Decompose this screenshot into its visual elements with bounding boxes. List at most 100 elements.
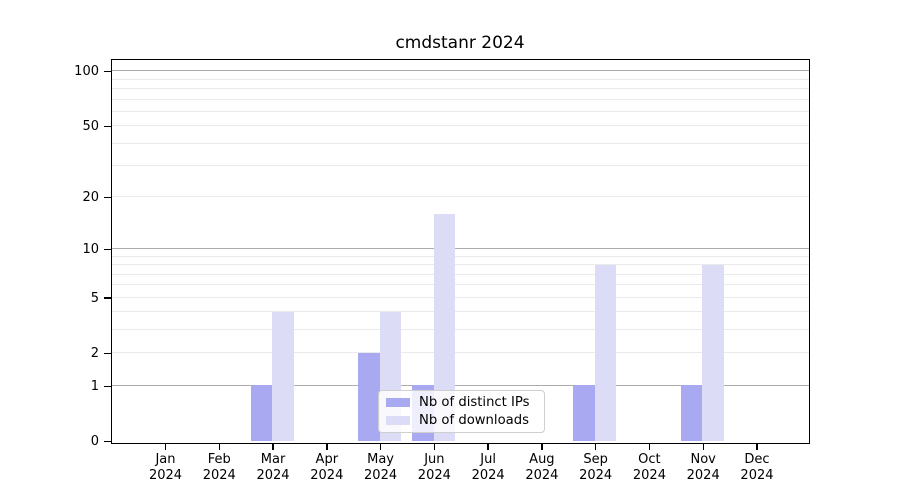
x-tick-month: Apr xyxy=(315,452,339,467)
x-axis-tick xyxy=(272,444,274,450)
x-tick-year: 2024 xyxy=(310,467,344,483)
gridline-minor xyxy=(112,352,809,354)
y-axis-tick-label: 20 xyxy=(82,190,99,206)
x-axis-tick-label: Oct 2024 xyxy=(619,452,679,483)
gridline-minor xyxy=(112,98,809,100)
y-axis-tick-label: 5 xyxy=(90,290,99,306)
x-axis-tick xyxy=(379,444,382,450)
plot-area: Nb of distinct IPs Nb of downloads xyxy=(111,59,810,444)
y-axis-tick xyxy=(104,196,111,199)
x-tick-month: Oct xyxy=(638,452,661,467)
x-tick-month: Jun xyxy=(424,452,445,467)
y-axis-tick-label: 2 xyxy=(90,346,99,362)
legend-swatch-distinct-ips xyxy=(386,397,410,408)
y-axis-tick xyxy=(104,352,111,355)
gridline-major xyxy=(112,384,809,386)
y-axis-tick-label: 1 xyxy=(90,378,99,394)
bar-downloads xyxy=(702,264,724,441)
x-axis-tick-label: Apr 2024 xyxy=(297,452,357,483)
x-tick-year: 2024 xyxy=(417,467,451,483)
bar-distinct-ips xyxy=(250,385,273,441)
gridline-minor xyxy=(112,296,809,298)
x-axis-tick xyxy=(218,444,220,450)
x-tick-year: 2024 xyxy=(471,467,505,483)
y-axis-tick xyxy=(104,248,111,251)
gridline-major xyxy=(112,248,809,250)
grid-layer xyxy=(112,60,809,443)
x-axis-tick-label: Jun 2024 xyxy=(404,452,464,483)
y-axis-tick-label: 10 xyxy=(82,241,99,257)
gridline-minor xyxy=(112,329,809,331)
x-axis-tick xyxy=(648,444,651,450)
x-tick-year: 2024 xyxy=(202,467,236,483)
y-axis-tick xyxy=(104,441,111,443)
legend-label-distinct-ips: Nb of distinct IPs xyxy=(419,395,530,410)
x-tick-month: Feb xyxy=(207,452,231,467)
bars-layer xyxy=(112,60,809,443)
bar-distinct-ips xyxy=(573,385,595,441)
x-axis-tick xyxy=(702,444,704,450)
gridline-minor xyxy=(112,273,809,275)
x-axis-tick xyxy=(164,444,167,450)
bar-distinct-ips xyxy=(358,352,380,441)
gridline-minor xyxy=(112,165,809,167)
x-axis-tick xyxy=(326,444,328,450)
x-tick-month: Nov xyxy=(690,452,716,467)
bar-distinct-ips xyxy=(680,385,703,441)
x-axis-tick xyxy=(433,444,436,450)
x-tick-month: Aug xyxy=(529,452,555,467)
x-axis-tick-label: Sep 2024 xyxy=(566,452,626,483)
y-axis-tick xyxy=(104,385,111,387)
x-axis-tick-label: May 2024 xyxy=(351,452,411,483)
x-tick-month: Sep xyxy=(583,452,608,467)
y-axis-tick xyxy=(104,297,111,299)
x-tick-year: 2024 xyxy=(256,467,290,483)
chart-title: cmdstanr 2024 xyxy=(395,33,525,53)
gridline-minor xyxy=(112,255,809,257)
x-axis-tick-label: Aug 2024 xyxy=(512,452,572,483)
legend: Nb of distinct IPs Nb of downloads xyxy=(378,390,545,433)
legend-label-downloads: Nb of downloads xyxy=(419,413,529,428)
gridline-minor xyxy=(112,264,809,266)
x-tick-year: 2024 xyxy=(525,467,559,483)
y-axis-tick xyxy=(104,70,111,73)
x-tick-year: 2024 xyxy=(632,467,666,483)
legend-swatch-downloads xyxy=(386,415,410,426)
y-axis-tick xyxy=(104,125,111,128)
x-tick-year: 2024 xyxy=(740,467,774,483)
bar-downloads xyxy=(433,213,456,441)
x-tick-month: Mar xyxy=(260,452,286,467)
x-tick-month: May xyxy=(367,452,395,467)
x-axis-tick xyxy=(487,444,489,450)
gridline-minor xyxy=(112,125,809,127)
x-tick-month: Dec xyxy=(744,452,770,467)
bar-downloads xyxy=(594,264,617,441)
gridline-minor xyxy=(112,78,809,80)
x-axis-tick xyxy=(541,444,543,450)
y-axis-tick-label: 100 xyxy=(74,64,99,80)
x-axis-tick-label: Nov 2024 xyxy=(673,452,733,483)
gridline-minor xyxy=(112,142,809,144)
bar-downloads xyxy=(272,311,294,441)
x-axis-tick-label: Mar 2024 xyxy=(243,452,303,483)
gridline-major xyxy=(112,70,809,72)
x-tick-month: Jan xyxy=(155,452,176,467)
legend-item-distinct-ips: Nb of distinct IPs xyxy=(386,395,537,410)
x-tick-year: 2024 xyxy=(579,467,613,483)
x-tick-year: 2024 xyxy=(364,467,398,483)
x-axis-tick-label: Feb 2024 xyxy=(189,452,249,483)
x-axis-tick-label: Jul 2024 xyxy=(458,452,518,483)
x-tick-month: Jul xyxy=(480,452,496,467)
y-axis-tick-label: 50 xyxy=(82,118,99,134)
x-tick-year: 2024 xyxy=(148,467,183,483)
x-axis-tick-label: Dec 2024 xyxy=(727,452,787,483)
x-axis-tick xyxy=(594,444,597,450)
x-tick-year: 2024 xyxy=(686,467,720,483)
legend-item-downloads: Nb of downloads xyxy=(386,413,537,428)
y-axis-tick-label: 0 xyxy=(90,434,99,450)
gridline-minor xyxy=(112,311,809,313)
gridline-minor xyxy=(112,284,809,286)
gridline-minor xyxy=(112,88,809,90)
gridline-minor xyxy=(112,110,809,112)
